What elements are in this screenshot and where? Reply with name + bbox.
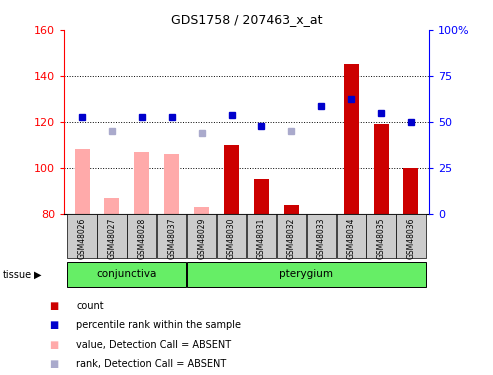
- Text: GSM48034: GSM48034: [347, 217, 355, 259]
- Text: ■: ■: [49, 359, 59, 369]
- Bar: [164, 154, 179, 214]
- Text: count: count: [76, 301, 104, 311]
- Text: GSM48035: GSM48035: [377, 217, 386, 259]
- Bar: [135, 152, 149, 214]
- Text: pterygium: pterygium: [280, 269, 333, 279]
- Text: GSM48031: GSM48031: [257, 217, 266, 259]
- Text: conjunctiva: conjunctiva: [97, 269, 157, 279]
- FancyBboxPatch shape: [247, 214, 276, 258]
- FancyBboxPatch shape: [187, 214, 216, 258]
- Text: GSM48033: GSM48033: [317, 217, 326, 259]
- Text: ■: ■: [49, 320, 59, 330]
- FancyBboxPatch shape: [366, 214, 396, 258]
- Text: GDS1758 / 207463_x_at: GDS1758 / 207463_x_at: [171, 13, 322, 26]
- Bar: [284, 205, 299, 214]
- FancyBboxPatch shape: [337, 214, 366, 258]
- Text: ■: ■: [49, 340, 59, 350]
- Bar: [74, 149, 90, 214]
- FancyBboxPatch shape: [68, 262, 186, 287]
- FancyBboxPatch shape: [127, 214, 156, 258]
- Text: GSM48026: GSM48026: [77, 217, 87, 259]
- Text: GSM48027: GSM48027: [107, 217, 116, 259]
- Bar: [374, 124, 388, 214]
- Bar: [105, 198, 119, 214]
- FancyBboxPatch shape: [97, 214, 127, 258]
- Text: GSM48029: GSM48029: [197, 217, 206, 259]
- Text: GSM48037: GSM48037: [167, 217, 176, 259]
- FancyBboxPatch shape: [217, 214, 246, 258]
- Bar: [254, 179, 269, 214]
- Bar: [194, 207, 209, 214]
- FancyBboxPatch shape: [187, 262, 425, 287]
- Bar: [344, 64, 358, 214]
- Text: ■: ■: [49, 301, 59, 311]
- Text: GSM48030: GSM48030: [227, 217, 236, 259]
- Text: ▶: ▶: [34, 270, 41, 279]
- FancyBboxPatch shape: [307, 214, 336, 258]
- Text: GSM48032: GSM48032: [287, 217, 296, 259]
- Text: GSM48028: GSM48028: [138, 217, 146, 259]
- Bar: [224, 145, 239, 214]
- FancyBboxPatch shape: [157, 214, 186, 258]
- Text: percentile rank within the sample: percentile rank within the sample: [76, 320, 242, 330]
- Text: tissue: tissue: [2, 270, 32, 279]
- Text: rank, Detection Call = ABSENT: rank, Detection Call = ABSENT: [76, 359, 227, 369]
- FancyBboxPatch shape: [277, 214, 306, 258]
- FancyBboxPatch shape: [68, 214, 97, 258]
- FancyBboxPatch shape: [396, 214, 425, 258]
- Text: value, Detection Call = ABSENT: value, Detection Call = ABSENT: [76, 340, 232, 350]
- Bar: [403, 168, 419, 214]
- Text: GSM48036: GSM48036: [406, 217, 416, 259]
